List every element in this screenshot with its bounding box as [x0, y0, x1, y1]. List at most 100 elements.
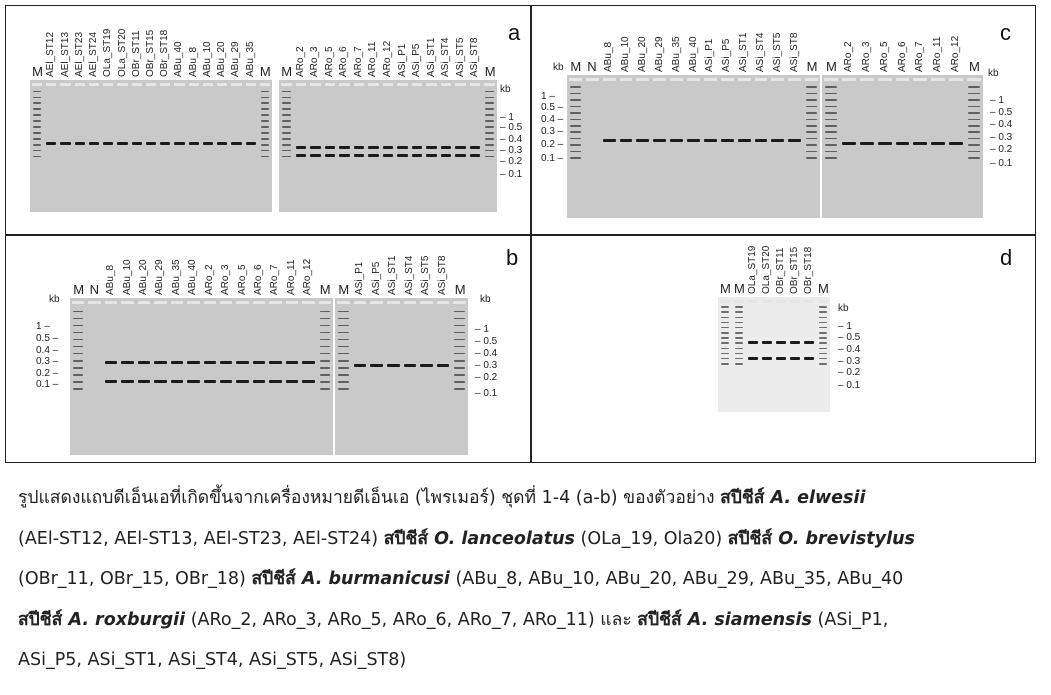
gel-well: [636, 78, 650, 81]
lane-label: M: [454, 282, 466, 297]
lane-label: ASi_ST1: [738, 32, 750, 72]
caption-text: (ABu_8, ABu_10, ABu_20, ABu_29, ABu_35, …: [449, 569, 904, 589]
ladder-band: [73, 360, 84, 362]
ladder-band: [338, 310, 349, 313]
dna-band: [426, 146, 437, 149]
ladder-band: [485, 149, 494, 152]
lane-label: ASi_ST4: [403, 255, 415, 295]
gel-well: [103, 83, 114, 86]
ladder-size-label: – 0.1: [475, 388, 498, 399]
ladder-band: [825, 112, 837, 114]
ladder-band: [819, 357, 827, 360]
ladder-band: [825, 131, 837, 133]
lane-label: M: [259, 64, 271, 79]
ladder-band: [735, 326, 743, 329]
ladder-band: [454, 381, 465, 383]
ladder-band: [454, 367, 465, 369]
dna-band: [117, 142, 128, 146]
lane-label: ARo_5: [323, 46, 335, 77]
gel-well: [585, 78, 599, 81]
lane-label: ASi_P1: [353, 261, 365, 295]
gel-well: [368, 83, 379, 86]
ladder-band: [570, 118, 581, 121]
gel-well: [397, 83, 408, 86]
dna-band: [762, 340, 772, 344]
ladder-band: [282, 155, 291, 158]
lane-label: ASi_ST1: [387, 255, 399, 295]
caption-text: สปีชีส์: [251, 569, 302, 589]
gel-well: [841, 78, 856, 81]
lane-label: ABu_10: [620, 36, 632, 72]
ladder-band: [282, 120, 291, 122]
ladder-band: [721, 337, 729, 339]
gel-well: [569, 78, 582, 81]
ladder-band: [819, 363, 827, 365]
dna-band: [137, 360, 151, 364]
dna-band: [103, 142, 114, 146]
ladder-size-label: – 0.4: [475, 348, 498, 359]
dna-band: [324, 146, 336, 149]
dna-band: [188, 142, 199, 146]
gel-well: [771, 78, 785, 81]
lane-label: ABu_40: [687, 36, 699, 72]
lane-label: M: [338, 282, 350, 297]
ladder-band: [73, 331, 84, 334]
ladder-band: [73, 338, 84, 341]
ladder-band: [819, 332, 827, 334]
ladder-band: [735, 311, 743, 313]
ladder-band: [319, 331, 330, 334]
lane-label: M: [734, 281, 745, 296]
ladder-band: [825, 105, 837, 108]
species-name: O. lanceolatus: [434, 528, 575, 549]
ladder-band: [806, 86, 817, 88]
ladder-band: [260, 138, 269, 140]
dna-band: [310, 153, 321, 157]
dna-band: [74, 142, 85, 146]
panel-label-b: b: [506, 245, 519, 270]
ladder-band: [721, 311, 729, 313]
lane-label: ASi_ST1: [425, 37, 437, 77]
ladder-band: [735, 332, 743, 334]
gel-well: [32, 83, 43, 86]
lane-label: M: [73, 282, 85, 297]
ladder-band: [968, 118, 980, 121]
ladder-size-label: – 0.3: [990, 132, 1013, 143]
ladder-band: [485, 144, 494, 146]
ladder-band: [570, 131, 581, 133]
ladder-band: [33, 149, 42, 152]
ladder-band: [735, 321, 743, 324]
dna-band: [949, 142, 964, 146]
dna-band: [382, 153, 394, 157]
gel-well: [859, 78, 874, 81]
gel-well: [302, 301, 315, 304]
lane-label: ASi_ST4: [754, 32, 766, 72]
ladder-size-label: – 0.4: [990, 119, 1013, 130]
dna-band: [776, 356, 786, 360]
ladder-band: [338, 374, 349, 376]
ladder-size-label: 1 –: [541, 91, 555, 102]
ladder-band: [806, 150, 817, 153]
gel-well: [269, 301, 282, 304]
ladder-band: [485, 102, 494, 104]
lane-label: ABu_29: [653, 36, 665, 72]
ladder-band: [825, 144, 837, 146]
dna-band: [252, 360, 266, 364]
lane-label: ARo_7: [914, 41, 926, 72]
gel-d-1: [718, 297, 830, 412]
ladder-band: [735, 363, 743, 365]
ladder-size-label: – 0.5: [838, 332, 861, 343]
lane-label: ARo_3: [860, 41, 872, 72]
lane-label: ABu_20: [216, 41, 228, 77]
kb-unit-label: kb: [500, 84, 511, 95]
ladder-size-label: – 1: [500, 112, 514, 123]
ladder-size-label: – 1: [990, 95, 1004, 106]
dna-band: [370, 363, 383, 367]
lane-label: M: [969, 59, 980, 74]
gel-well: [353, 83, 365, 86]
ladder-size-label: – 0.1: [500, 169, 523, 180]
ladder-band: [454, 345, 465, 348]
ladder-size-label: – 0.2: [500, 156, 523, 167]
caption-line: ASi_P5, ASi_ST1, ASi_ST4, ASi_ST5, ASi_S…: [18, 642, 1038, 683]
ladder-band: [570, 150, 581, 153]
dna-band: [231, 142, 242, 146]
